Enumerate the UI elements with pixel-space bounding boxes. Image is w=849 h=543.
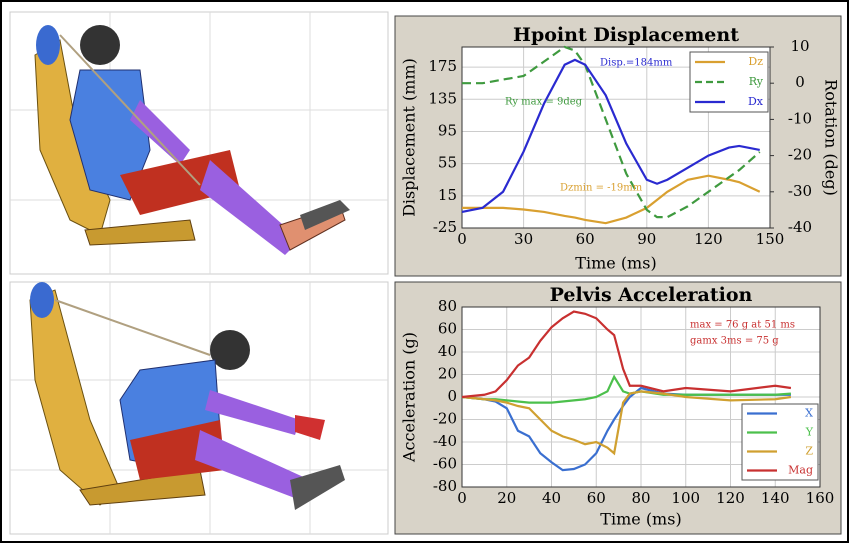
annotation: max = 76 g at 51 ms: [690, 320, 795, 331]
x-tick-label: 60: [587, 489, 606, 507]
annotation: gamx 3ms = 75 g: [690, 336, 779, 347]
y-tick-label: 15: [438, 186, 457, 204]
legend-label: Y: [805, 426, 814, 439]
y-tick-label: -25: [433, 218, 457, 236]
x-tick-label: 0: [457, 230, 467, 248]
x-tick-label: 60: [576, 230, 595, 248]
x-tick-label: 80: [631, 489, 650, 507]
y2-tick-label: -30: [788, 182, 812, 200]
legend-label: Mag: [788, 464, 813, 477]
x-tick-label: 30: [514, 230, 533, 248]
y2-tick-label: -40: [788, 218, 812, 236]
x-axis-label: Time (ms): [600, 510, 681, 529]
x-axis-label: Time (ms): [575, 254, 656, 273]
y-tick-label: 175: [428, 57, 457, 75]
chart-title: Hpoint Displacement: [513, 24, 739, 46]
legend-label: Ry: [749, 75, 764, 88]
x-tick-label: 40: [542, 489, 561, 507]
y-tick-label: 80: [438, 297, 457, 315]
legend-label: Dx: [748, 95, 764, 108]
y-tick-label: 60: [438, 320, 457, 338]
y-tick-label: 55: [438, 154, 457, 172]
x-tick-label: 160: [806, 489, 835, 507]
y2-tick-label: 10: [790, 37, 809, 55]
annotation: Dzmin = -19mm: [560, 183, 643, 194]
x-tick-label: 20: [497, 489, 516, 507]
y2-tick-label: -20: [788, 146, 812, 164]
legend-label: Dz: [748, 55, 763, 68]
y2-tick-label: -10: [788, 109, 812, 127]
y2-tick-label: 0: [795, 73, 805, 91]
chart-title: Pelvis Acceleration: [550, 284, 753, 306]
x-tick-label: 100: [671, 489, 700, 507]
y-tick-label: 0: [447, 387, 457, 405]
series-line: [461, 390, 792, 456]
series-line: [461, 310, 792, 399]
y-axis-label: Acceleration (g): [400, 332, 419, 463]
y-tick-label: 135: [428, 89, 457, 107]
x-tick-label: 120: [716, 489, 745, 507]
y-tick-label: -20: [433, 410, 457, 428]
x-tick-label: 120: [694, 230, 723, 248]
legend-label: X: [805, 407, 813, 420]
y-tick-label: 95: [438, 121, 457, 139]
y-tick-label: -60: [433, 455, 457, 473]
series-line: [461, 58, 760, 213]
y2-axis-label: Rotation (deg): [822, 79, 841, 196]
x-tick-label: 140: [761, 489, 790, 507]
x-tick-label: 0: [457, 489, 467, 507]
y-tick-label: -40: [433, 432, 457, 450]
render-bottom: [9, 281, 389, 535]
y-tick-label: 20: [438, 365, 457, 383]
series-line: [462, 45, 761, 219]
annotation: Ry max = 9deg: [505, 97, 583, 108]
x-tick-label: 90: [637, 230, 656, 248]
y-axis-label: Displacement (mm): [400, 58, 419, 217]
legend: [741, 403, 819, 481]
x-tick-label: 150: [756, 230, 785, 248]
legend-label: Z: [805, 445, 813, 458]
y-tick-label: 40: [438, 342, 457, 360]
plot-frame: [461, 46, 771, 229]
y-tick-label: -80: [433, 477, 457, 495]
series-line: [462, 174, 761, 225]
annotation: Disp.=184mm: [600, 58, 673, 69]
render-top: [9, 11, 389, 275]
